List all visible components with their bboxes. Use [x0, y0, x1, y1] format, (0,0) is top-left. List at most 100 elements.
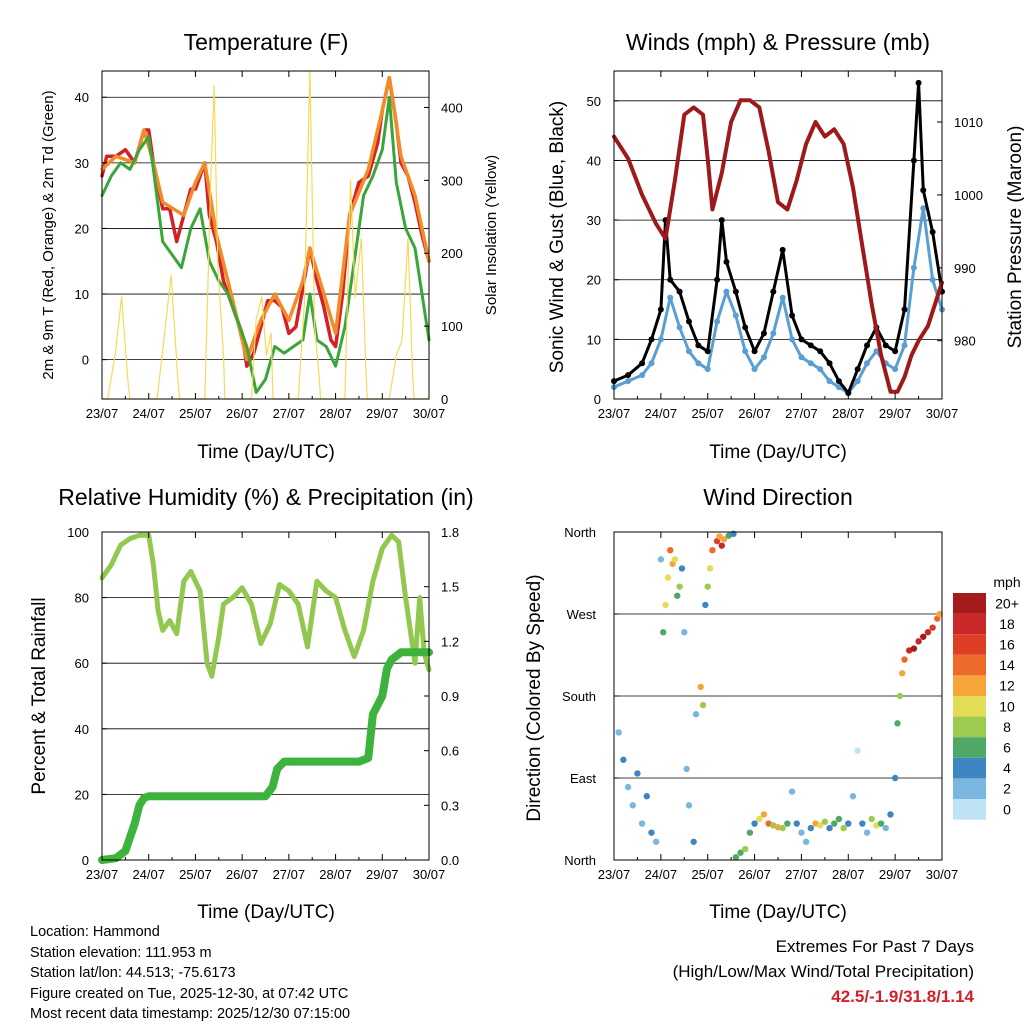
series-sonic-wind-point [892, 366, 899, 373]
humidity-ticks: 23/07 24/07 25/07 26/07 27/07 28/07 29/07 30/07… [67, 525, 459, 882]
direction-point [835, 815, 843, 823]
direction-point [662, 601, 669, 609]
direction-point [718, 542, 725, 549]
x-tick-label: 30/07 [926, 406, 959, 421]
x-tick-label: 24/07 [645, 406, 678, 421]
x-tick-label: 24/07 [645, 867, 678, 882]
y-right-tick-label: 0.6 [441, 744, 459, 759]
y-right-tick-label: 980 [954, 334, 976, 349]
x-tick-label: 30/07 [413, 406, 446, 421]
direction-point [634, 770, 641, 777]
series-gust-point [695, 342, 702, 349]
x-tick-label: 24/07 [132, 406, 165, 421]
extremes-values: 42.5/-1.9/31.8/1.14 [831, 987, 974, 1006]
temperature-x-label: Time (Day/UTC) [197, 442, 335, 463]
direction-point [896, 692, 904, 700]
winds-title: Winds (mph) & Pressure (mb) [626, 29, 930, 55]
series-sonic-wind-point [901, 342, 908, 349]
series-sonic-wind-point [854, 378, 861, 385]
series-sonic-wind-point [639, 372, 646, 379]
direction-point [671, 556, 679, 563]
direction-point [674, 592, 681, 599]
speed-colorbar: mph 20+ 18 16 14 12 10 8 6 4 2 0 [953, 574, 1021, 820]
series-sonic-wind-point [798, 354, 805, 361]
series-sonic-wind-point [685, 348, 692, 355]
direction-point [699, 701, 707, 709]
y-tick-label: West [567, 607, 597, 622]
series-gust-point [779, 246, 786, 253]
direction-point [854, 747, 861, 754]
pressure-y-label: Station Pressure (Maroon) [1005, 126, 1024, 349]
station-elevation: Station elevation: 111.953 m [30, 944, 212, 961]
series-gust-point [770, 288, 777, 295]
series-gust-point [676, 288, 683, 295]
direction-point [924, 629, 932, 636]
series-gust-point [864, 342, 871, 349]
direction-point [657, 556, 665, 563]
x-tick-label: 25/07 [179, 406, 212, 421]
series-gust-point [685, 318, 692, 325]
temperature-ticks: 23/07 24/07 25/07 26/07 27/07 28/07 29/07 30/07… [75, 71, 463, 421]
series-gust-point [826, 360, 833, 367]
extremes-title: Extremes For Past 7 Days [775, 937, 974, 956]
direction-point [929, 624, 936, 631]
series-sonic-wind-point [723, 288, 730, 295]
y-right-tick-label: 100 [441, 319, 463, 334]
direction-point [798, 829, 805, 836]
x-tick-label: 28/07 [832, 406, 865, 421]
direction-point [660, 629, 667, 636]
x-tick-label: 26/07 [226, 406, 259, 421]
y-right-tick-label: 990 [954, 261, 976, 276]
x-tick-label: 28/07 [319, 867, 352, 882]
direction-point [807, 824, 814, 832]
x-tick-label: 25/07 [691, 406, 724, 421]
colorbar-swatch [953, 799, 986, 820]
colorbar-swatch [953, 737, 986, 758]
series-relative-humidity [99, 532, 432, 679]
series-sonic-wind-point [657, 336, 664, 343]
direction-point [706, 565, 714, 572]
y-right-tick-label: 1.5 [441, 580, 459, 595]
series-sonic-wind-point [732, 312, 739, 319]
direction-point [667, 547, 674, 554]
colorbar-swatch [953, 593, 986, 614]
direction-point [845, 820, 852, 827]
series-gust-point [915, 79, 922, 86]
direction-point [746, 829, 754, 836]
insolation-y-label: Solar Insolation (Yellow) [483, 155, 500, 315]
humidity-panel: Relative Humidity (%) & Precipitation (i… [29, 484, 474, 923]
direction-point [704, 583, 711, 590]
x-tick-label: 24/07 [132, 867, 165, 882]
temperature-title: Temperature (F) [184, 29, 349, 55]
series-gust-point [718, 217, 725, 224]
wind-direction-ticks: 23/07 24/07 25/07 26/07 27/07 28/07 29/07 30/07… [562, 525, 958, 882]
series-gust-point [657, 306, 664, 313]
direction-point [702, 601, 709, 609]
wind-direction-y-label: Direction (Colored By Speed) [524, 574, 545, 821]
x-tick-label: 29/07 [366, 867, 399, 882]
series-gust-point [667, 276, 674, 283]
direction-point [802, 838, 810, 845]
series-sonic-wind-point [779, 294, 786, 301]
winds-gridlines [614, 100, 942, 340]
series-gust-point [723, 258, 730, 265]
x-tick-label: 28/07 [832, 867, 865, 882]
series-2m-td [100, 95, 431, 394]
direction-point [840, 824, 847, 832]
figure-created: Figure created on Tue, 2025-12-30, at 07… [30, 985, 349, 1002]
direction-point [910, 645, 918, 652]
direction-point [756, 815, 763, 823]
series-total-precipitation [98, 648, 433, 864]
direction-point [868, 815, 875, 823]
direction-point [859, 820, 866, 827]
series-sonic-wind-point [807, 360, 814, 367]
colorbar-swatch [953, 634, 986, 655]
series-9m-t [100, 75, 431, 362]
series-gust-point [807, 342, 814, 349]
y-tick-label: 30 [587, 213, 601, 228]
colorbar-swatch [953, 696, 986, 717]
series-sonic-wind-point [676, 324, 683, 331]
direction-point [692, 711, 700, 718]
y-tick-label: 40 [75, 90, 89, 105]
y-right-tick-label: 0.9 [441, 689, 459, 704]
